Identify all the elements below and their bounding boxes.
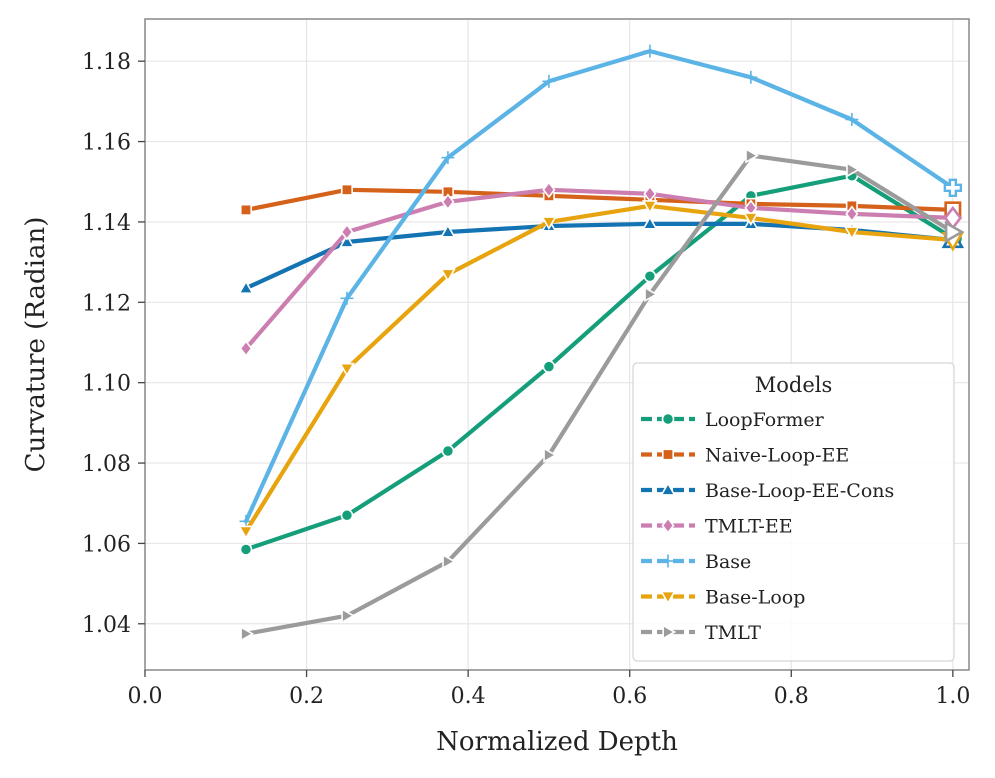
data-point-loopformer [239,543,253,556]
y-tick-label: 1.18 [82,50,131,75]
series-line-loopformer [243,173,955,552]
legend-label: LoopFormer [705,409,825,431]
data-point-tmlt [442,553,457,570]
data-point-naive-loop-ee [239,203,252,216]
data-point-base-loop [440,268,456,283]
data-point-tmlt [745,147,759,164]
data-point-base-loop [642,200,658,214]
y-tick-label: 1.04 [82,613,131,638]
grid [144,19,969,670]
data-point-loopformer [340,508,354,522]
data-point-base [643,44,657,58]
legend-item-naive-loop-ee: Naive-Loop-EE [641,445,849,467]
end-point-base [943,178,963,197]
data-point-tmlt [341,607,356,624]
y-tick-label: 1.12 [82,291,131,316]
data-point-base-loop [541,216,557,231]
series-line-tmlt-ee [243,187,955,351]
legend-marker [661,448,674,461]
x-tick-label: 0.0 [128,684,163,709]
legend-marker [662,624,677,640]
legend-marker [661,517,675,534]
y-tick-label: 1.14 [82,211,131,236]
legend-box [632,362,955,662]
legend-item-base: Base [641,551,751,573]
x-tick-label: 1.0 [935,684,970,709]
legend-label: TMLT [705,622,761,644]
data-point-loopformer [542,360,556,373]
data-point-base-loop [339,362,355,377]
legend: Models LoopFormer Naive-Loop-EE Base-Loop-… [632,362,955,662]
legend-label: Base [705,551,751,573]
legend-item-base-loop: Base-Loop [641,587,805,609]
data-point-base [744,70,758,84]
series-tmlt [240,147,965,642]
data-point-tmlt [543,447,558,463]
x-tick-label: 0.4 [451,684,486,709]
x-tick-label: 0.8 [774,684,809,709]
x-tick-label: 0.6 [612,684,647,709]
series-base [239,44,963,528]
legend-label: Base-Loop-EE-Cons [705,480,894,502]
legend-marker [661,554,675,568]
series-tmlt-ee [239,181,963,357]
end-marker-shape [943,178,963,197]
data-point-loopformer [441,444,455,458]
data-point-naive-loop-ee [340,183,353,196]
data-point-tmlt [846,161,860,178]
data-point-base-loop-ee-cons [440,223,456,238]
y-tick-label: 1.10 [82,372,131,397]
data-point-tmlt [644,286,659,303]
series-line-tmlt [243,153,955,636]
data-point-tmlt-ee [542,181,556,199]
data-point-base [542,74,556,88]
y-tick-label: 1.08 [82,452,131,477]
legend-item-base-loop-ee-cons: Base-Loop-EE-Cons [641,480,894,502]
y-axis-label: Curvature (Radian) [21,217,51,473]
data-point-base-loop-ee-cons [642,215,658,230]
legend-item-tmlt-ee: TMLT-EE [641,516,793,538]
legend-item-tmlt: TMLT [641,622,761,644]
series-line-naive-loop-ee [243,187,955,212]
legend-label: Naive-Loop-EE [705,445,849,467]
data-point-tmlt-ee [340,223,354,241]
data-point-tmlt-ee [441,193,455,211]
legend-title: Models [755,373,833,397]
axis-ticks: 0.0 0.2 0.4 0.6 0.8 1.0 1.04 1.06 1.08 1.10 1.12 1.… [82,50,970,709]
data-point-base [441,151,455,165]
data-point-loopformer [643,269,657,283]
data-point-base-loop [843,226,860,241]
data-point-base [340,291,354,305]
data-point-tmlt [240,625,255,642]
y-tick-label: 1.16 [82,131,131,156]
data-point-tmlt-ee [239,340,253,357]
data-point-base-loop [238,525,254,540]
end-point-tmlt [944,220,965,244]
series-group [238,44,965,642]
legend-marker [660,481,676,496]
data-point-tmlt-ee [845,205,859,223]
series-line-base-loop [243,203,955,534]
x-tick-label: 0.2 [289,684,324,709]
data-point-base-loop-ee-cons [339,233,355,248]
legend-label: Base-Loop [705,587,805,609]
x-axis-label: Normalized Depth [436,727,678,757]
legend-items: LoopFormer Naive-Loop-EE Base-Loop-EE-Cons… [641,409,894,644]
data-point-base [845,112,859,126]
legend-item-loopformer: LoopFormer [641,409,825,431]
legend-marker [660,590,676,605]
data-point-base-loop-ee-cons [238,280,254,294]
series-line-base [243,49,955,524]
y-tick-label: 1.06 [82,532,131,557]
plot-frame [144,18,970,671]
legend-marker [661,412,675,426]
data-point-base-loop [743,212,759,227]
legend-label: TMLT-EE [705,516,793,538]
